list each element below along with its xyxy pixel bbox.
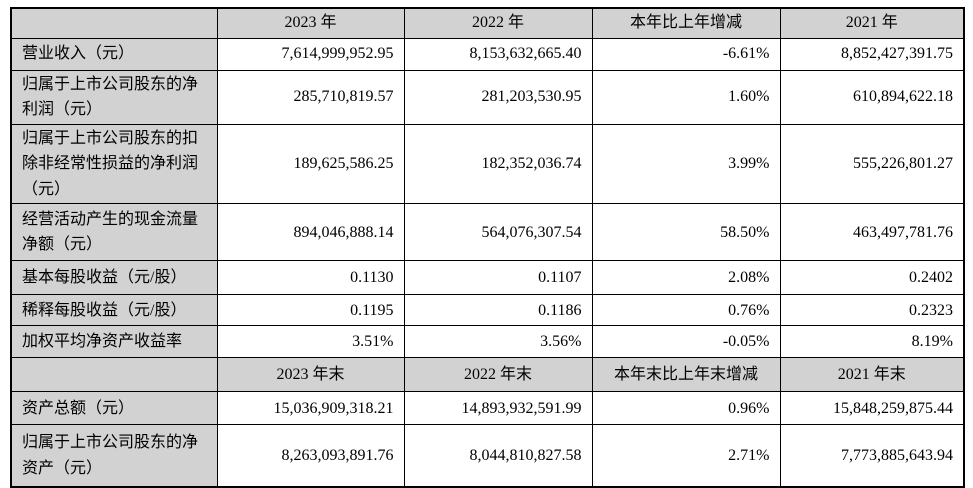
row-label: 稀释每股收益（元/股） — [10, 294, 218, 327]
cell-2023: 189,625,586.25 — [216, 123, 405, 205]
table-row-total-assets: 资产总额（元） 15,036,909,318.21 14,893,932,591… — [10, 391, 965, 426]
header-2022-end: 2022 年末 — [403, 357, 593, 393]
header-2021-end: 2021 年末 — [779, 357, 965, 393]
row-label: 经营活动产生的现金流量净额（元） — [10, 203, 218, 262]
cell-2023: 0.1130 — [216, 260, 405, 296]
cell-2022: 8,044,810,827.58 — [403, 424, 593, 488]
header-yoy-change: 本年比上年增减 — [591, 7, 781, 39]
cell-2021: 8,852,427,391.75 — [779, 37, 965, 71]
table-row-diluted-eps: 稀释每股收益（元/股） 0.1195 0.1186 0.76% 0.2323 — [10, 294, 965, 327]
cell-2022: 182,352,036.74 — [403, 123, 593, 205]
table-row-net-profit: 归属于上市公司股东的净利润（元） 285,710,819.57 281,203,… — [10, 69, 965, 125]
cell-change: 2.71% — [591, 424, 781, 488]
cell-2022: 3.56% — [403, 325, 593, 359]
cell-2021: 610,894,622.18 — [779, 69, 965, 125]
header-2023-end: 2023 年末 — [216, 357, 405, 393]
row-label: 加权平均净资产收益率 — [10, 325, 218, 359]
row-label: 营业收入（元） — [10, 37, 218, 71]
table-row-revenue: 营业收入（元） 7,614,999,952.95 8,153,632,665.4… — [10, 37, 965, 71]
cell-change: -6.61% — [591, 37, 781, 71]
cell-2021: 0.2323 — [779, 294, 965, 327]
header-2022: 2022 年 — [403, 7, 593, 39]
cell-change: 3.99% — [591, 123, 781, 205]
cell-2021: 8.19% — [779, 325, 965, 359]
cell-2023: 8,263,093,891.76 — [216, 424, 405, 488]
cell-2022: 14,893,932,591.99 — [403, 391, 593, 426]
table-row-net-assets: 归属于上市公司股东的净资产（元） 8,263,093,891.76 8,044,… — [10, 424, 965, 488]
table-row-net-profit-excl-nonrecurring: 归属于上市公司股东的扣除非经常性损益的净利润（元） 189,625,586.25… — [10, 123, 965, 205]
cell-2022: 281,203,530.95 — [403, 69, 593, 125]
row-label: 归属于上市公司股东的净利润（元） — [10, 69, 218, 125]
table-row-basic-eps: 基本每股收益（元/股） 0.1130 0.1107 2.08% 0.2402 — [10, 260, 965, 296]
cell-2023: 894,046,888.14 — [216, 203, 405, 262]
cell-2022: 564,076,307.54 — [403, 203, 593, 262]
cell-2021: 463,497,781.76 — [779, 203, 965, 262]
cell-2023: 3.51% — [216, 325, 405, 359]
header-2021: 2021 年 — [779, 7, 965, 39]
cell-change: 0.76% — [591, 294, 781, 327]
cell-change: 2.08% — [591, 260, 781, 296]
period-header-row: 2023 年 2022 年 本年比上年增减 2021 年 — [10, 7, 965, 39]
cell-2021: 7,773,885,643.94 — [779, 424, 965, 488]
row-label: 基本每股收益（元/股） — [10, 260, 218, 296]
cell-2023: 15,036,909,318.21 — [216, 391, 405, 426]
cell-2022: 0.1107 — [403, 260, 593, 296]
cell-2023: 0.1195 — [216, 294, 405, 327]
header-2023: 2023 年 — [216, 7, 405, 39]
header-empty-cell — [10, 357, 218, 393]
row-label: 资产总额（元） — [10, 391, 218, 426]
cell-2022: 8,153,632,665.40 — [403, 37, 593, 71]
cell-2023: 7,614,999,952.95 — [216, 37, 405, 71]
table-row-operating-cash-flow: 经营活动产生的现金流量净额（元） 894,046,888.14 564,076,… — [10, 203, 965, 262]
cell-2021: 0.2402 — [779, 260, 965, 296]
cell-2022: 0.1186 — [403, 294, 593, 327]
cell-change: 0.96% — [591, 391, 781, 426]
table-row-weighted-avg-roe: 加权平均净资产收益率 3.51% 3.56% -0.05% 8.19% — [10, 325, 965, 359]
cell-change: 1.60% — [591, 69, 781, 125]
cell-change: 58.50% — [591, 203, 781, 262]
cell-change: -0.05% — [591, 325, 781, 359]
financial-summary-table: 2023 年 2022 年 本年比上年增减 2021 年 营业收入（元） 7,6… — [10, 7, 965, 488]
period-end-header-row: 2023 年末 2022 年末 本年末比上年末增减 2021 年末 — [10, 357, 965, 393]
header-empty-cell — [10, 7, 218, 39]
cell-2021: 15,848,259,875.44 — [779, 391, 965, 426]
header-yoy-end-change: 本年末比上年末增减 — [591, 357, 781, 393]
row-label: 归属于上市公司股东的净资产（元） — [10, 424, 218, 488]
row-label: 归属于上市公司股东的扣除非经常性损益的净利润（元） — [10, 123, 218, 205]
cell-2021: 555,226,801.27 — [779, 123, 965, 205]
cell-2023: 285,710,819.57 — [216, 69, 405, 125]
